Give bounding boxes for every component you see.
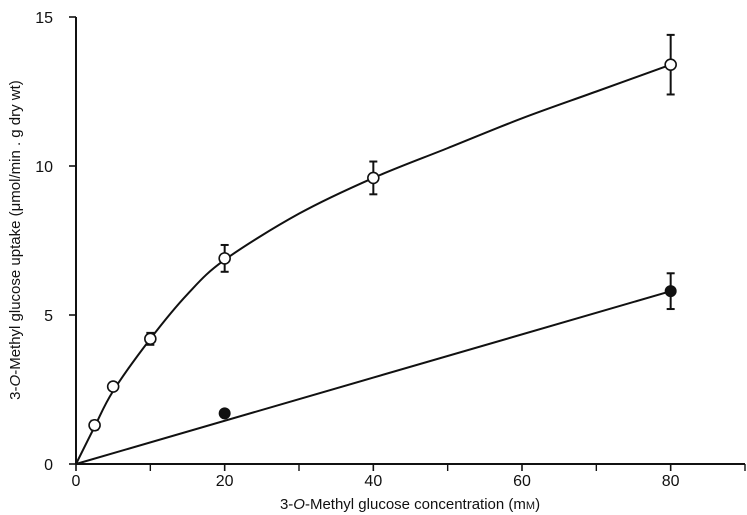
open-circle-point [88,418,101,432]
y-tick-label: 15 [35,10,53,27]
y-axis-title: 3-O-Methyl glucose uptake (μmol/min . g … [7,80,24,400]
filled-circle-point [218,407,231,420]
series-1-curve [75,63,672,465]
open-circle-point [218,252,231,265]
open-circle-point [106,380,120,393]
y-tick-label: 0 [44,457,53,474]
filled-circle-point [664,285,677,298]
x-tick-label: 60 [513,473,531,490]
x-axis-title: 3-O-Methyl glucose concentration (mM) [280,496,540,513]
x-tick-label: 0 [72,473,81,490]
open-circle-point [664,58,677,71]
x-tick-label: 20 [216,473,234,490]
y-tick-label: 5 [44,308,53,325]
open-circle-point [367,171,380,185]
y-tick-label: 10 [35,159,53,176]
axes [75,17,745,465]
series-2-curve [75,290,671,465]
x-tick-label: 40 [364,473,382,490]
x-tick-label: 80 [662,473,680,490]
open-circle-point [144,332,157,346]
